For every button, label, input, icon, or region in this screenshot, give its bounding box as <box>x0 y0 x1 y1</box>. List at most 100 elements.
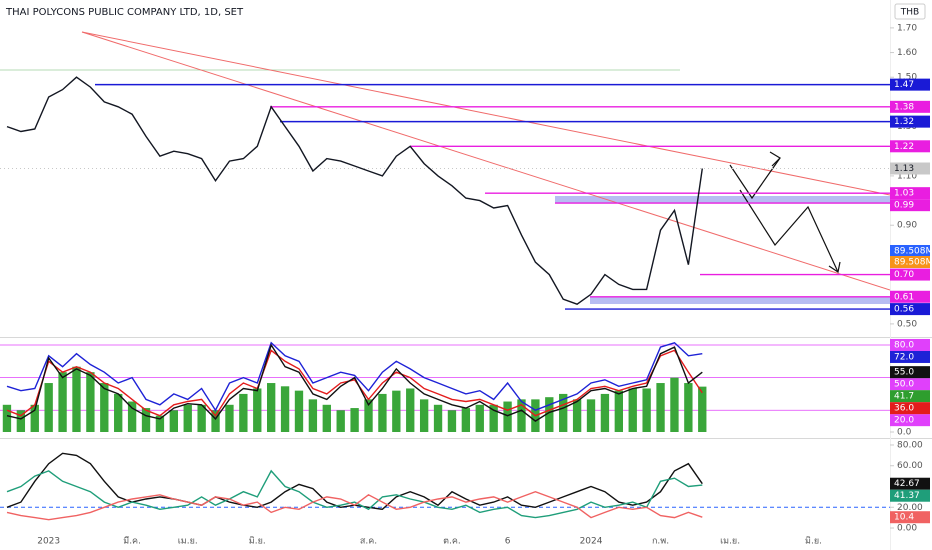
price-tag <box>890 245 930 257</box>
price-tag <box>890 268 930 281</box>
price-tag-label: 42.67 <box>894 479 920 489</box>
histogram-bar <box>670 377 679 432</box>
y-tick-label: 0.00 <box>897 524 917 534</box>
histogram-bar <box>614 390 623 432</box>
y-tick-label: 1.10 <box>897 171 917 181</box>
histogram-bar <box>86 372 95 432</box>
price-tag-label: 50.0 <box>894 380 914 390</box>
price-tag-label: 36.0 <box>894 404 914 414</box>
histogram-bar <box>586 399 596 432</box>
histogram-bar <box>239 393 248 432</box>
series-line <box>6 343 703 422</box>
price-tag-label: 10.4 <box>894 513 914 523</box>
y-tick-label: 1.70 <box>897 23 917 33</box>
histogram-bar <box>545 397 554 432</box>
price-tag-label: 1.22 <box>894 142 914 152</box>
price-tag <box>890 477 930 490</box>
price-tag <box>890 402 930 415</box>
histogram-bar <box>392 390 401 432</box>
histogram-bar <box>419 399 429 432</box>
histogram-bar <box>267 383 276 432</box>
histogram-bar <box>489 404 498 432</box>
price-tag <box>890 511 930 524</box>
histogram-bar <box>433 404 443 432</box>
projection-arrow <box>729 157 781 200</box>
x-tick-label: 2024 <box>580 537 603 547</box>
price-tag-label: 72.0 <box>894 352 914 362</box>
x-tick-label: 2023 <box>37 537 60 547</box>
histogram-bar <box>280 386 290 432</box>
price-tag-label: 1.47 <box>894 80 914 90</box>
chart-title: THAI POLYCONS PUBLIC COMPANY LTD, 1D, SE… <box>5 7 244 18</box>
price-tag-label: 0.70 <box>894 270 914 280</box>
arrow-head <box>769 151 781 167</box>
price-tag <box>890 489 930 502</box>
histogram-bar <box>225 404 234 432</box>
price-tag <box>890 366 930 379</box>
histogram-bar <box>503 401 512 432</box>
histogram-bar <box>378 393 387 432</box>
price-tag-label: 41.7 <box>894 392 914 402</box>
series-line <box>6 349 703 417</box>
x-tick-label: ต.ค. <box>443 537 461 547</box>
y-tick-label: 0.0 <box>897 427 912 437</box>
price-tag-label: 41.37 <box>894 491 920 501</box>
histogram-bar <box>72 366 81 432</box>
histogram-bar <box>600 393 610 432</box>
price-tag <box>890 290 930 303</box>
price-tag <box>890 378 930 391</box>
histogram-bar <box>336 410 345 432</box>
price-tag <box>890 140 930 153</box>
histogram-bar <box>406 388 415 432</box>
x-tick-label: มิ.ย. <box>805 536 822 547</box>
currency-box <box>894 3 926 20</box>
y-tick-label: 0.90 <box>897 221 917 231</box>
projection-arrow <box>739 189 839 273</box>
histogram-bar <box>253 388 262 432</box>
x-tick-label: เม.ย. <box>720 537 740 547</box>
price-tag-label: 80.0 <box>894 340 914 350</box>
histogram-bar <box>364 399 373 432</box>
histogram-bar <box>461 408 471 432</box>
histogram-bar <box>100 383 109 432</box>
price-tag-label: 1.13 <box>894 164 914 174</box>
price-tag <box>890 390 930 403</box>
histogram-bar <box>475 404 484 432</box>
x-tick-label: เม.ย. <box>178 537 198 547</box>
histogram-bar <box>169 410 178 432</box>
histogram-bar <box>197 404 206 432</box>
y-tick-label: 60.00 <box>897 461 923 471</box>
histogram-bar <box>44 383 53 432</box>
histogram-bar <box>308 399 318 432</box>
x-tick-label: ก.พ. <box>652 537 669 547</box>
histogram-bar <box>58 372 67 432</box>
y-tick-label: 80.00 <box>897 440 923 450</box>
histogram-bar <box>517 399 526 432</box>
price-tag <box>890 162 930 175</box>
histogram-bar <box>183 404 192 432</box>
histogram-bar <box>628 388 637 432</box>
price-tag <box>890 256 930 268</box>
zone <box>590 297 890 304</box>
price-tag <box>890 350 930 363</box>
x-tick-label: มิ.ย. <box>249 536 266 547</box>
y-tick-label: 0.50 <box>897 319 917 329</box>
series-line <box>6 76 703 305</box>
histogram-bar <box>127 401 137 432</box>
histogram-bar <box>642 388 651 432</box>
price-tag <box>890 303 930 316</box>
histogram-bar <box>572 399 582 432</box>
histogram-bar <box>211 410 220 432</box>
histogram-bar <box>294 390 304 432</box>
histogram-bar <box>559 393 568 432</box>
price-tag-label: 1.03 <box>894 189 914 199</box>
y-tick-label: 1.60 <box>897 48 917 58</box>
arrow-head <box>828 261 841 273</box>
price-tag-label: 89.508M <box>894 258 932 268</box>
price-tag-label: 0.61 <box>894 292 914 302</box>
trend-line <box>81 31 891 196</box>
histogram-bar <box>30 404 39 432</box>
histogram-bar <box>141 408 151 432</box>
histogram-bar <box>16 410 26 432</box>
histogram-bar <box>447 410 457 432</box>
